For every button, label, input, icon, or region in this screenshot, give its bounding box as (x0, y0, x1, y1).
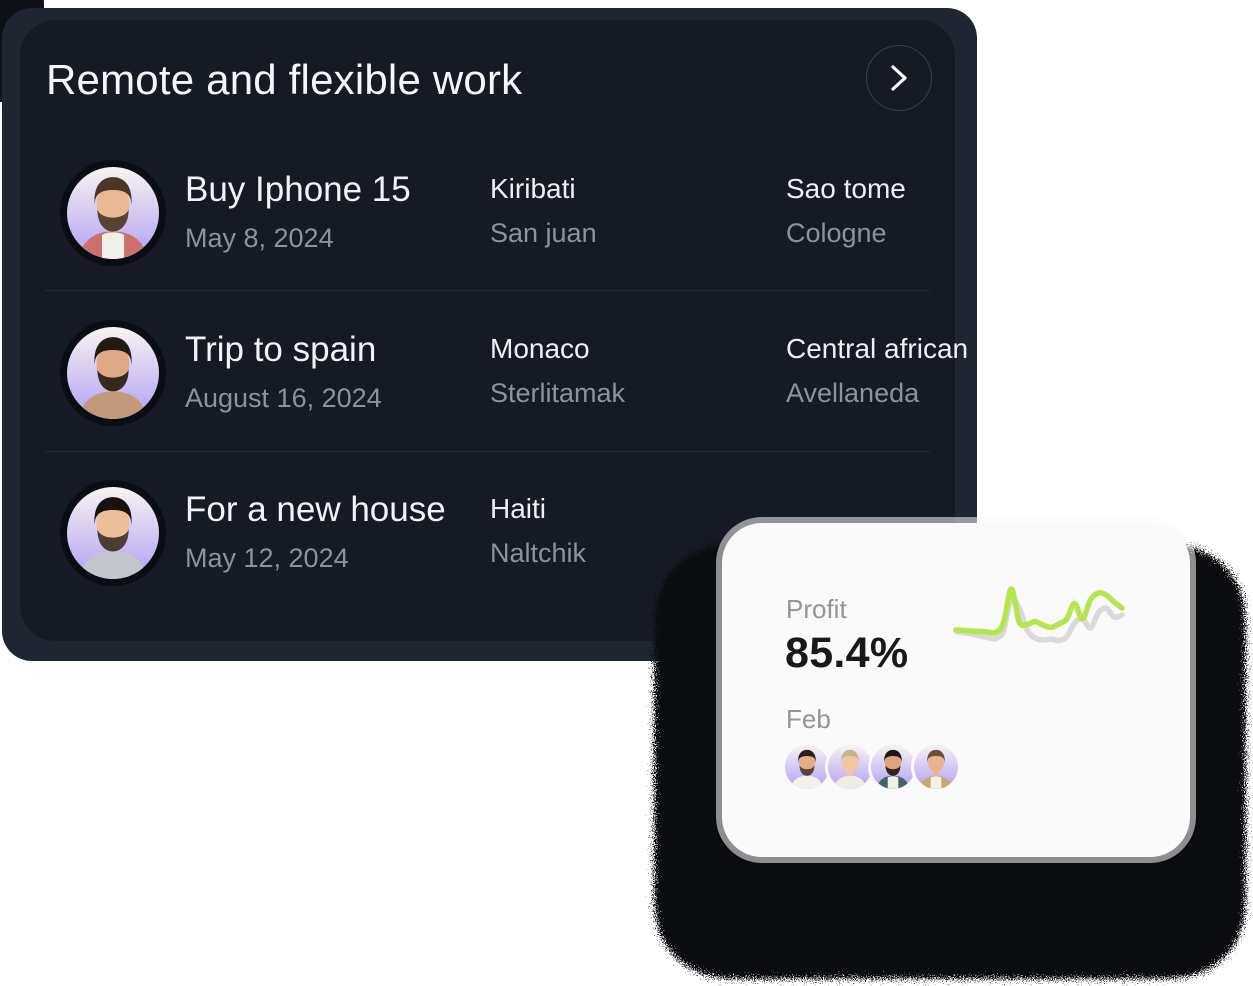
goal-date: May 12, 2024 (185, 543, 349, 573)
location-primary: Kiribati (490, 173, 576, 204)
location-primary: Haiti (490, 493, 547, 524)
goal-row[interactable]: For a new house May 12, 2024 Haiti Naltc… (40, 480, 935, 587)
goal-row[interactable]: Trip to spain August 16, 2024 Monaco Ste… (40, 320, 968, 427)
location-secondary: Cologne (786, 218, 887, 248)
location-primary: Central african (786, 333, 969, 364)
profit-sparkline (953, 586, 1125, 644)
location-secondary: Avellaneda (786, 378, 920, 408)
avatar (60, 480, 166, 586)
location-secondary: Naltchik (490, 538, 587, 568)
goal-date: August 16, 2024 (185, 383, 382, 413)
goal-title: For a new house (185, 490, 446, 529)
team-avatars (782, 742, 961, 792)
profit-label: Profit (786, 594, 847, 624)
goal-date: May 8, 2024 (185, 223, 334, 253)
forward-button[interactable] (866, 45, 932, 111)
location-secondary: San juan (490, 218, 597, 248)
divider (45, 290, 930, 291)
avatar (60, 160, 166, 266)
avatar (911, 742, 961, 792)
goal-title: Trip to spain (185, 330, 377, 369)
goal-row[interactable]: Buy Iphone 15 May 8, 2024 Kiribati San j… (40, 160, 935, 267)
avatar (60, 320, 166, 426)
page-title: Remote and flexible work (46, 56, 523, 103)
goal-title: Buy Iphone 15 (185, 170, 411, 209)
profit-stat-card: Profit 85.4% Feb (722, 523, 1190, 857)
location-primary: Monaco (490, 333, 590, 364)
divider (45, 451, 930, 452)
profit-value: 85.4% (785, 629, 909, 677)
location-primary: Sao tome (786, 173, 906, 204)
month-label: Feb (786, 704, 831, 734)
chevron-right-icon (888, 62, 910, 94)
location-secondary: Sterlitamak (490, 378, 626, 408)
